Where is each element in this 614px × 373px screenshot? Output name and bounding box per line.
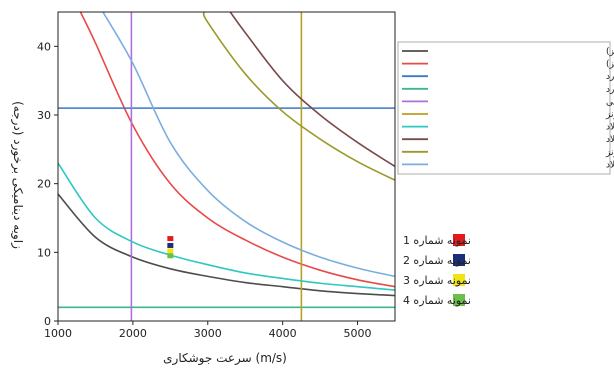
legend-label-9: مرز بالای دریپاس برای فلز برنز <box>605 148 614 158</box>
series-line-8 <box>229 12 395 168</box>
sample-label-3: نمونه شماره 3 <box>403 274 471 287</box>
x-tick-label: 4000 <box>269 327 297 340</box>
y-tick-label: 20 <box>37 178 51 191</box>
sample-label-2: نمونه شماره 2 <box>403 254 471 267</box>
legend-label-5: تبدیل فصل مشترک صاف به موجی <box>606 96 614 107</box>
legend-label-10: مرز بالای ویلمن برای فولاد <box>606 160 614 170</box>
y-tick-label: 0 <box>44 315 51 328</box>
sample-label-1: نمونه شماره 1 <box>403 234 471 247</box>
x-tick-label: 3000 <box>194 327 222 340</box>
legend-label-1: (مرز پایین برای فلز برنز) <box>606 47 614 57</box>
legend-label-4: حداقل زاویه دینامیکی برخورد <box>606 85 614 95</box>
legend-box <box>397 41 611 175</box>
legend-label-2: (مرز بالایی ویلمن برای فلز برنز) <box>606 60 614 70</box>
axes: 1000 2000 3000 4000 5000 0 10 20 30 40 <box>37 11 396 340</box>
plot-frame <box>57 11 396 322</box>
x-axis-label: سرعت جوشکاری (m/s) <box>163 351 287 366</box>
legend: (مرز پایین برای فلز برنز) (مرز بالایی ویل… <box>397 41 614 175</box>
sample-swatch-3 <box>453 274 465 286</box>
y-axis-label: زاویه دینامیکی برخورد (درجه) <box>10 101 25 249</box>
sample-point-2 <box>167 242 174 248</box>
sample-point-4 <box>167 253 174 259</box>
legend-label-6: 1.2برابر سرعت صوت در فلز برنز <box>605 110 614 120</box>
x-tick-label: 1000 <box>44 327 72 340</box>
sample-swatch-2 <box>453 254 465 266</box>
sample-label-4: نمونه شماره 4 <box>403 294 471 307</box>
sample-point-1 <box>167 236 174 242</box>
y-tick-label: 40 <box>37 40 51 53</box>
sample-swatch-4 <box>453 294 465 306</box>
series-line-1 <box>58 193 395 297</box>
sample-swatch-1 <box>453 234 465 246</box>
y-tick-label: 10 <box>37 246 51 259</box>
x-tick-label: 2000 <box>119 327 147 340</box>
plot-area <box>58 12 395 321</box>
samples-legend: نمونه شماره 1 نمونه شماره 2 نمونه شماره 3 ن… <box>403 234 471 307</box>
series-line-9 <box>202 12 395 181</box>
legend-label-7: مرز پایین برای فولاد <box>606 123 614 133</box>
series-line-10 <box>102 12 395 278</box>
legend-label-8: مرز بالایی دریپاس برای فولاد <box>606 135 614 145</box>
legend-label-3: حداکثر زاویه دینامیکی برخورد <box>606 72 614 82</box>
series-line-2 <box>79 12 395 288</box>
x-tick-label: 5000 <box>344 327 372 340</box>
y-tick-label: 30 <box>37 109 51 122</box>
series-line-7 <box>58 162 395 291</box>
sample-point-3 <box>167 248 174 254</box>
